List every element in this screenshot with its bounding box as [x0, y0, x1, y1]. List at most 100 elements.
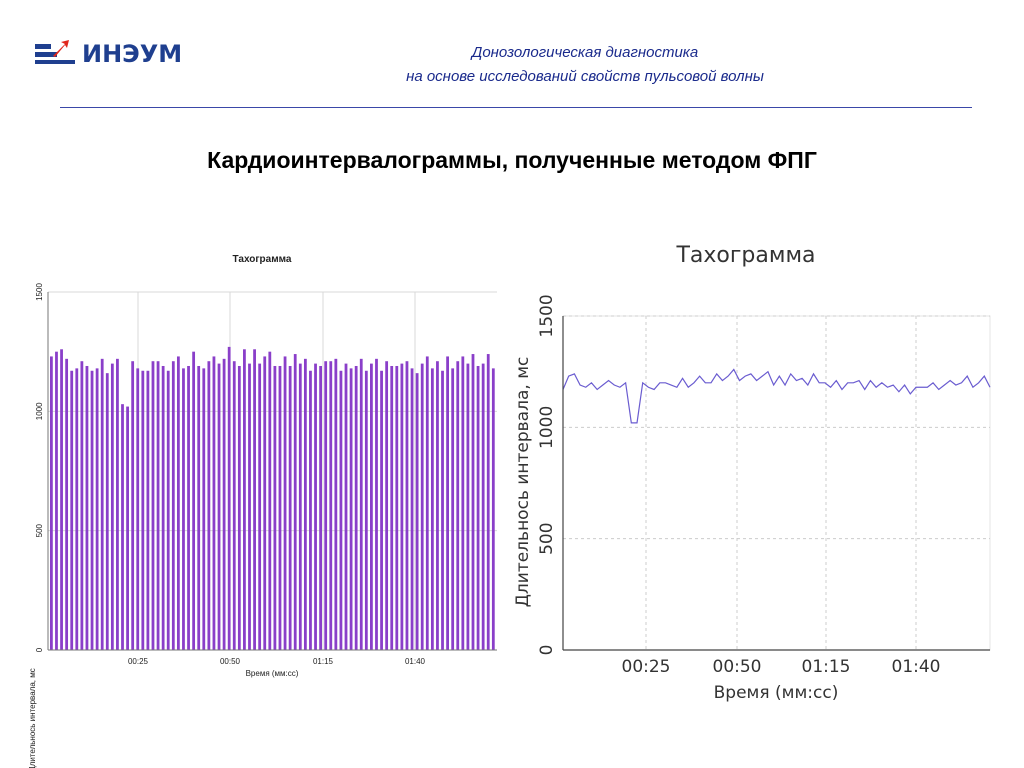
chart1-bar [436, 361, 439, 650]
chart1-bar [100, 358, 104, 650]
chart1-bar [461, 356, 465, 650]
chart1-bar [314, 363, 317, 650]
chart1-bar [192, 351, 196, 650]
chart1-bar [339, 370, 343, 650]
chart1-bar [60, 349, 63, 650]
chart1-bar [222, 358, 226, 650]
chart1-bar [182, 368, 185, 650]
chart2-grid [562, 315, 991, 651]
chart1-bar [70, 370, 74, 650]
chart2-line [562, 368, 991, 424]
chart1-bar [288, 365, 292, 650]
chart2-axes: 0 500 1000 1500 00:25 00:50 01:15 01:40 [537, 294, 990, 677]
chart1-bar [481, 363, 485, 650]
chart2-xtick-label: 00:50 [713, 657, 762, 677]
chart2-title: Тахограмма [675, 243, 815, 268]
chart1-bar [161, 365, 165, 650]
chart1-bar [171, 361, 175, 650]
chart2-series-line [562, 368, 991, 424]
chart1-bar [151, 361, 155, 650]
chart1-bar [202, 368, 206, 650]
chart1-bar [420, 363, 424, 650]
logo-text: ИНЭУМ [82, 40, 183, 68]
chart1-bar [85, 365, 89, 650]
chart1-bar [476, 365, 480, 650]
chart1-ytick-label: 500 [35, 523, 44, 537]
logo-stripe-middle [35, 52, 57, 57]
chart1-bar [90, 370, 94, 650]
chart1-bar [121, 404, 124, 650]
chart1-ytick-label: 0 [35, 647, 44, 652]
chart1-bar [425, 356, 429, 650]
chart1-bar [263, 356, 267, 650]
chart1-bar [212, 356, 216, 650]
chart1-bar [116, 358, 119, 650]
chart1-bar [80, 361, 84, 650]
logo-stripe-bottom [35, 60, 75, 64]
chart1-bar [187, 365, 190, 650]
chart1-xlabel: Время (мм:сс) [246, 669, 299, 678]
chart2-xtick-label: 01:15 [802, 657, 851, 677]
chart1-bar [268, 351, 272, 650]
chart1-bar [385, 361, 389, 650]
chart1-title: Тахограмма [233, 254, 292, 265]
chart1-xtick-label: 00:25 [128, 657, 149, 666]
chart2-xtick-label: 01:40 [892, 657, 941, 677]
chart2-plot-area [562, 315, 991, 651]
chart1-bar [375, 358, 378, 650]
chart1-bar [237, 365, 241, 650]
chart1-bar [415, 373, 419, 650]
chart1-bar [278, 365, 282, 650]
chart1-bar [131, 361, 135, 650]
header-divider [60, 107, 972, 108]
chart1-bar [410, 368, 414, 650]
line-tachogram-chart: Тахограмма 0 500 1000 1500 00:25 00:50 01:15 01… [513, 243, 991, 703]
chart1-bar [486, 354, 490, 650]
chart1-ytick-label: 1500 [35, 283, 44, 301]
chart2-ytick-label: 500 [537, 522, 557, 554]
chart1-bar [197, 365, 201, 650]
chart1-bar [370, 363, 373, 650]
chart1-bar [176, 356, 180, 650]
logo-stripe-top [35, 44, 51, 49]
chart1-bar [395, 365, 399, 650]
chart1-bar [65, 358, 69, 650]
chart1-bar [491, 368, 495, 650]
chart1-bar [136, 368, 140, 650]
chart1-ytick-label: 1000 [35, 402, 44, 420]
chart1-bar [309, 370, 312, 650]
chart1-bar [471, 354, 475, 650]
chart1-bar [55, 351, 58, 650]
chart1-bar [446, 356, 449, 650]
chart1-bar [430, 368, 434, 650]
chart1-bar [364, 370, 368, 650]
chart1-xtick-label: 01:40 [405, 657, 426, 666]
chart1-bar [95, 368, 99, 650]
chart1-bar [319, 365, 323, 650]
chart1-bar [329, 361, 333, 650]
header-subtitle-line1: Донозологическая диагностика [471, 44, 699, 61]
chart1-bar [293, 354, 297, 650]
chart2-xtick-label: 00:25 [622, 657, 671, 677]
chart1-bar [390, 365, 394, 650]
chart1-xtick-label: 01:15 [313, 657, 334, 666]
chart1-bar [156, 361, 160, 650]
chart1-bar [298, 363, 302, 650]
header-subtitle-line2: на основе исследований свойств пульсовой… [406, 68, 764, 85]
chart2-ylabel: Длительнось интервала, мс [513, 357, 533, 608]
chart1-bar [232, 361, 236, 650]
slide-title: Кардиоинтервалограммы, полученные методо… [207, 147, 817, 173]
chart1-axes: 0 500 1000 1500 00:25 00:50 01:15 01:40 [35, 283, 497, 666]
chart1-bar [456, 361, 460, 650]
chart1-bar [105, 373, 109, 650]
chart1-bar [50, 356, 53, 650]
chart1-xtick-label: 00:50 [220, 657, 241, 666]
chart1-bar [110, 363, 114, 650]
chart1-bar [248, 363, 251, 650]
chart1-bar [466, 363, 470, 650]
chart1-bar [359, 358, 363, 650]
chart1-grid [48, 291, 497, 651]
chart1-bar [258, 363, 262, 650]
chart2-ytick-label: 1000 [537, 406, 557, 449]
logo-arrow-icon [53, 40, 69, 57]
